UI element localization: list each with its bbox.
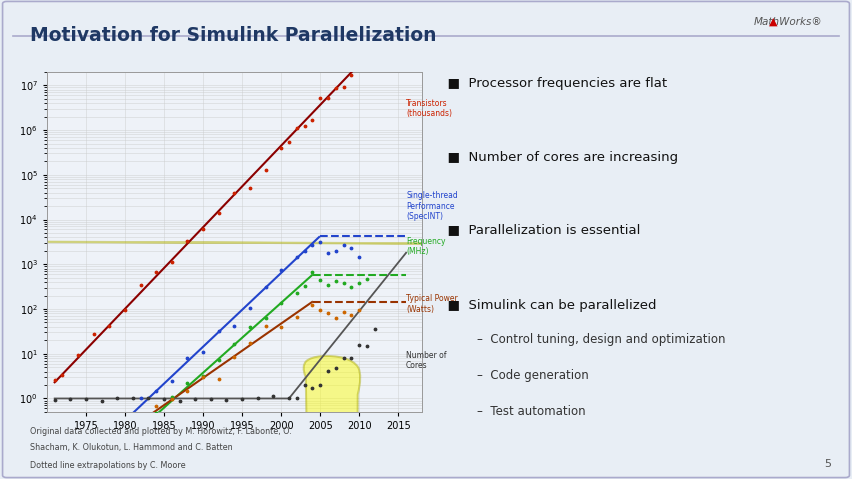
Text: Dotted line extrapolations by C. Moore: Dotted line extrapolations by C. Moore: [30, 461, 186, 470]
Text: ■  Processor frequencies are flat: ■ Processor frequencies are flat: [439, 77, 667, 90]
Text: Transistors
(thousands): Transistors (thousands): [406, 99, 452, 118]
Text: –  Control tuning, design and optimization: – Control tuning, design and optimizatio…: [477, 333, 726, 346]
Text: Typical Power
(Watts): Typical Power (Watts): [406, 294, 458, 314]
Text: ■  Number of cores are increasing: ■ Number of cores are increasing: [439, 151, 678, 164]
Text: Frequency
(MHz): Frequency (MHz): [406, 237, 446, 256]
Ellipse shape: [303, 356, 360, 479]
Text: ▲: ▲: [769, 17, 778, 27]
Text: MathWorks®: MathWorks®: [753, 17, 822, 27]
Text: –  Test automation: – Test automation: [477, 405, 585, 418]
Text: Number of
Cores: Number of Cores: [406, 351, 446, 370]
Text: –  Code generation: – Code generation: [477, 369, 589, 382]
Text: Shacham, K. Olukotun, L. Hammond and C. Batten: Shacham, K. Olukotun, L. Hammond and C. …: [30, 443, 233, 452]
Text: ■  Simulink can be parallelized: ■ Simulink can be parallelized: [439, 299, 656, 312]
Text: Single-thread
Performance
(SpecINT): Single-thread Performance (SpecINT): [406, 191, 458, 221]
Text: 5: 5: [824, 459, 831, 469]
Text: Original data collected and plotted by M. Horowitz, F. Labonte, O.: Original data collected and plotted by M…: [30, 427, 291, 436]
Ellipse shape: [0, 231, 852, 276]
Text: Motivation for Simulink Parallelization: Motivation for Simulink Parallelization: [30, 26, 436, 46]
Text: ■  Parallelization is essential: ■ Parallelization is essential: [439, 223, 640, 236]
